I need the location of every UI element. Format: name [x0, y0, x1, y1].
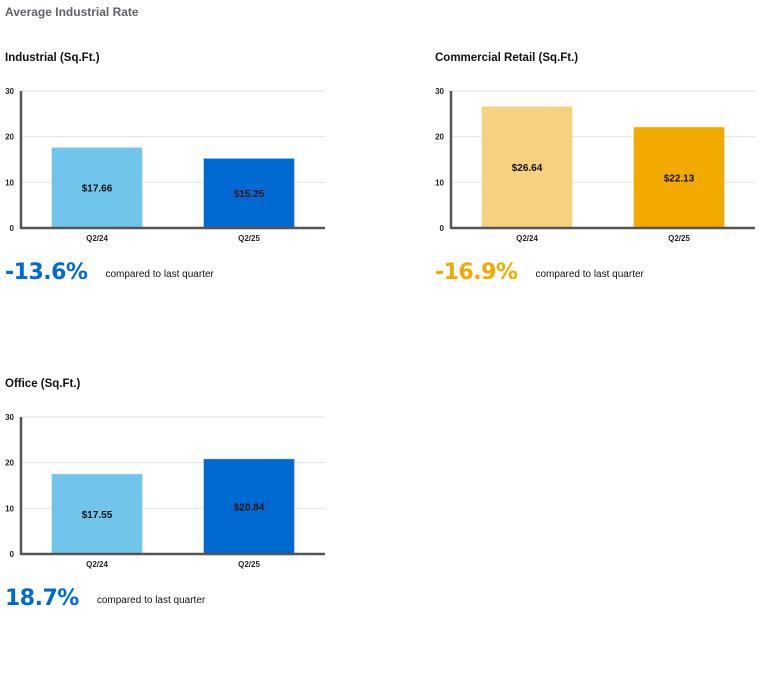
change-summary: -13.6% compared to last quarter — [5, 260, 214, 285]
bar — [51, 473, 143, 555]
bar — [203, 157, 295, 229]
x-tick-label: Q2/25 — [238, 234, 260, 243]
bar-value-label: $22.13 — [664, 173, 695, 184]
y-tick-label: 30 — [5, 413, 14, 422]
commercial-retail-panel: Commercial Retail (Sq.Ft.) 0 10 20 30 $26.64… — [430, 52, 764, 332]
office-chart: 0 10 20 30 $17.55 Q2/24 $20.84 Q2/25 — [5, 413, 325, 569]
change-caption: compared to last quarter — [105, 269, 214, 280]
bar-value-label: $20.84 — [234, 502, 265, 513]
bar — [481, 105, 573, 229]
y-tick-label: 30 — [435, 87, 444, 96]
industrial-chart: 0 10 20 30 $17.66 Q2/24 $15.25 Q2/25 — [5, 87, 325, 243]
y-tick-label: 20 — [5, 133, 14, 142]
y-tick-label: 0 — [10, 550, 15, 559]
chart-title: Office (Sq.Ft.) — [5, 378, 81, 390]
change-percent: 18.7% — [5, 586, 79, 611]
y-tick-label: 20 — [435, 133, 444, 142]
x-tick-label: Q2/25 — [238, 560, 260, 569]
bar-value-label: $17.55 — [82, 510, 113, 521]
change-percent: -16.9% — [435, 260, 518, 285]
y-tick-label: 0 — [440, 224, 445, 233]
bar-value-label: $15.25 — [234, 189, 265, 200]
x-tick-label: Q2/24 — [86, 234, 108, 243]
bar-value-label: $17.66 — [82, 184, 113, 195]
y-tick-label: 10 — [5, 504, 14, 513]
industrial-panel: Industrial (Sq.Ft.) 0 10 20 30 $17.66 Q2/24 $1… — [0, 52, 340, 332]
change-percent: -13.6% — [5, 260, 88, 285]
change-caption: compared to last quarter — [535, 269, 644, 280]
y-tick-label: 10 — [5, 178, 14, 187]
y-tick-label: 30 — [5, 87, 14, 96]
bar — [633, 126, 725, 229]
y-tick-label: 0 — [10, 224, 15, 233]
chart-title: Commercial Retail (Sq.Ft.) — [435, 52, 579, 64]
chart-title: Industrial (Sq.Ft.) — [5, 52, 100, 64]
office-panel: Office (Sq.Ft.) 0 10 20 30 $17.55 Q2/24 $20.84… — [0, 378, 340, 658]
y-tick-label: 20 — [5, 459, 14, 468]
x-tick-label: Q2/24 — [86, 560, 108, 569]
commercial-retail-chart: 0 10 20 30 $26.64 Q2/24 $22.13 Q2/25 — [435, 87, 755, 243]
change-caption: compared to last quarter — [96, 595, 206, 606]
bar-value-label: $26.64 — [512, 163, 543, 174]
change-summary: 18.7% compared to last quarter — [5, 586, 205, 611]
y-tick-label: 10 — [435, 178, 444, 187]
x-tick-label: Q2/24 — [516, 234, 538, 243]
change-summary: -16.9% compared to last quarter — [435, 260, 644, 285]
bar — [51, 146, 143, 229]
page-title: Average Industrial Rate — [5, 5, 139, 19]
x-tick-label: Q2/25 — [668, 234, 690, 243]
